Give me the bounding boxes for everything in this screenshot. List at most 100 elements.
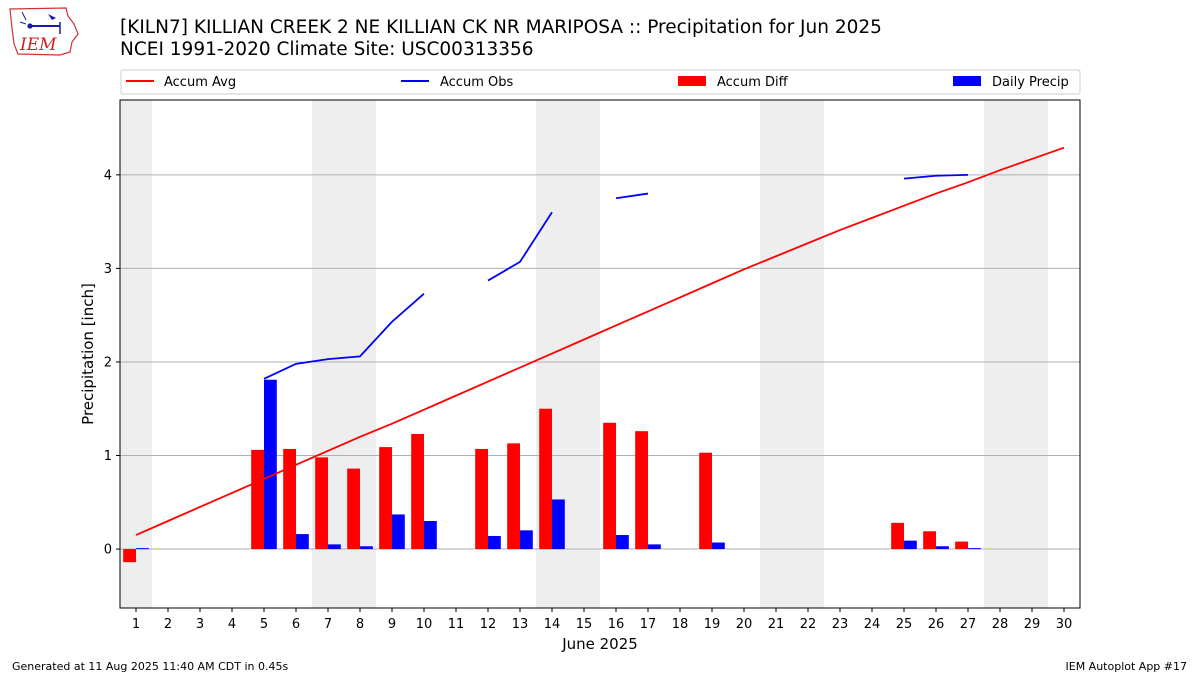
daily-precip-bar [392,514,405,550]
gridlines [120,174,1080,550]
x-tick-label: 11 [448,617,465,632]
x-tick-label: 15 [576,617,593,632]
accum-diff-bar [251,449,264,550]
weekend-band [120,100,152,608]
accum-diff-bar [283,448,296,550]
y-tick-label: 3 [104,262,112,277]
x-tick-label: 28 [992,617,1009,632]
weekend-band [568,100,600,608]
x-tick-label: 2 [164,617,172,632]
weekend-band [792,100,824,608]
x-tick-label: 30 [1056,617,1073,632]
x-tick-label: 22 [800,617,817,632]
x-tick-label: 10 [416,617,433,632]
accum-diff-bar [123,549,136,563]
bars [123,379,981,563]
x-tick-label: 29 [1024,617,1041,632]
x-axis-label: June 2025 [561,635,638,653]
x-tick-label: 16 [608,617,625,632]
legend-label-diff: Accum Diff [717,75,789,90]
accum-diff-bar [475,448,488,550]
x-tick-label: 23 [832,617,849,632]
y-axis-label: Precipitation [inch] [79,283,97,425]
x-tick-label: 21 [768,617,785,632]
accum-diff-bar [411,433,424,550]
daily-precip-bar [904,540,917,550]
accum-diff-bar [891,522,904,550]
accum-diff-bar [923,531,936,550]
x-tick-label: 3 [196,617,204,632]
x-tick-label: 25 [896,617,913,632]
iem-logo: IEM [8,6,82,62]
daily-precip-bar [488,535,501,550]
legend-swatch-diff [678,76,706,86]
daily-precip-bar [968,548,981,550]
x-tick-label: 12 [480,617,497,632]
weekend-band [1016,100,1048,608]
legend-label-obs: Accum Obs [440,75,513,90]
x-tick-label: 19 [704,617,721,632]
daily-precip-bar [520,530,533,550]
accum-obs-line [263,292,425,380]
x-tick-label: 9 [388,617,396,632]
accum-obs-line [615,192,649,200]
daily-precip-bar [328,544,341,550]
accum-diff-bar [699,452,712,550]
accum-obs-line [487,211,553,282]
x-tick-label: 24 [864,617,881,632]
x-tick-label: 1 [132,617,140,632]
legend: Accum Avg Accum Obs Accum Diff Daily Pre… [120,69,1081,95]
daily-precip-bar [296,534,309,550]
chart-title: [KILN7] KILLIAN CREEK 2 NE KILLIAN CK NR… [120,17,882,38]
x-tick-label: 20 [736,617,753,632]
legend-label-avg: Accum Avg [164,75,236,90]
x-tick-label: 5 [260,617,268,632]
y-tick-label: 4 [104,168,112,183]
accum-obs-line [903,173,969,180]
x-tick-label: 26 [928,617,945,632]
chart-subtitle: NCEI 1991-2020 Climate Site: USC00313356 [120,39,534,60]
weekend-band [984,100,1016,608]
x-tick-label: 27 [960,617,977,632]
accum-diff-bar [955,541,968,550]
plot-frame [119,99,1081,609]
legend-swatch-daily [953,76,981,86]
daily-precip-bar [264,379,277,550]
x-tick-label: 13 [512,617,529,632]
daily-precip-bar [360,546,373,550]
accum-diff-bar [507,443,520,550]
x-tick-label: 6 [292,617,300,632]
x-tick-label: 18 [672,617,689,632]
y-tick-label: 2 [104,355,112,370]
accum-diff-bar [539,408,552,550]
accum-diff-bar [635,431,648,550]
y-tick-label: 1 [104,449,112,464]
y-tick-label: 0 [104,543,112,558]
daily-precip-bar [936,546,949,550]
footer-generated: Generated at 11 Aug 2025 11:40 AM CDT in… [12,660,289,673]
x-tick-label: 7 [324,617,332,632]
daily-precip-bar [424,520,437,550]
accum-diff-bar [315,457,328,550]
legend-label-daily: Daily Precip [992,75,1069,90]
accum-avg-line [135,146,1065,536]
footer-app: IEM Autoplot App #17 [1065,660,1188,673]
lines [135,146,1065,536]
x-tick-label: 14 [544,617,561,632]
iem-logo-icon: IEM [9,7,79,56]
iem-logo-text: IEM [19,35,57,55]
x-tick-label: 4 [228,617,236,632]
daily-precip-bar [648,544,661,550]
daily-precip-bar [616,535,629,550]
daily-precip-bar [136,548,149,550]
daily-precip-bar [552,499,565,550]
accum-diff-bar [379,447,392,550]
x-tick-label: 17 [640,617,657,632]
daily-precip-bar [712,542,725,550]
legend-box [120,69,1081,95]
x-tick-label: 8 [356,617,364,632]
weekend-band [760,100,792,608]
accum-diff-bar [603,422,616,550]
